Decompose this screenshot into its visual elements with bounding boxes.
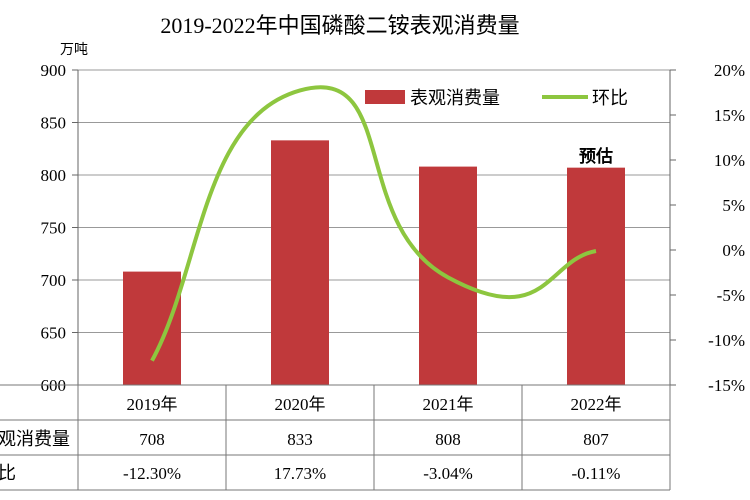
left-tick-label: 700 <box>41 271 67 290</box>
right-tick-label: 5% <box>722 196 745 215</box>
legend-bar-label: 表观消费量 <box>410 88 500 108</box>
left-tick-label: 750 <box>41 219 67 238</box>
table-value: 833 <box>287 430 313 449</box>
table-pct: -0.11% <box>572 464 621 483</box>
right-tick-label: -15% <box>708 376 745 395</box>
table-pct: -12.30% <box>123 464 181 483</box>
legend: 表观消费量 环比 <box>365 88 628 108</box>
legend-line-label: 环比 <box>592 88 628 108</box>
right-tick-label: 0% <box>722 241 745 260</box>
right-tick-label: -10% <box>708 331 745 350</box>
table-pct: 17.73% <box>274 464 326 483</box>
table-value: 708 <box>139 430 165 449</box>
left-tick-label: 650 <box>41 324 67 343</box>
category-label: 2020年 <box>275 395 326 414</box>
left-tick-label: 900 <box>41 61 67 80</box>
chart-title: 2019-2022年中国磷酸二铵表观消费量 <box>160 13 519 38</box>
table-value: 808 <box>435 430 461 449</box>
table-row-label-consumption: 观消费量 <box>0 429 70 449</box>
bar-2022年 <box>567 167 625 385</box>
right-tick-label: -5% <box>717 286 745 305</box>
legend-bar-swatch <box>365 90 405 104</box>
right-tick-label: 15% <box>714 106 745 125</box>
table-row-label-huanbi: 比 <box>0 463 16 483</box>
annotation-estimate: 预估 <box>579 146 613 166</box>
category-label: 2022年 <box>571 395 622 414</box>
table-value: 807 <box>583 430 609 449</box>
right-tick-label: 20% <box>714 61 745 80</box>
table-pct: -3.04% <box>423 464 473 483</box>
category-label: 2021年 <box>423 395 474 414</box>
category-label: 2019年 <box>127 395 178 414</box>
left-tick-label: 850 <box>41 114 67 133</box>
left-tick-label: 800 <box>41 166 67 185</box>
bar-2019年 <box>123 271 181 385</box>
left-axis-unit: 万吨 <box>60 42 88 58</box>
right-tick-label: 10% <box>714 151 745 170</box>
bar-2020年 <box>271 140 329 385</box>
series-line-huanbi <box>150 85 597 362</box>
